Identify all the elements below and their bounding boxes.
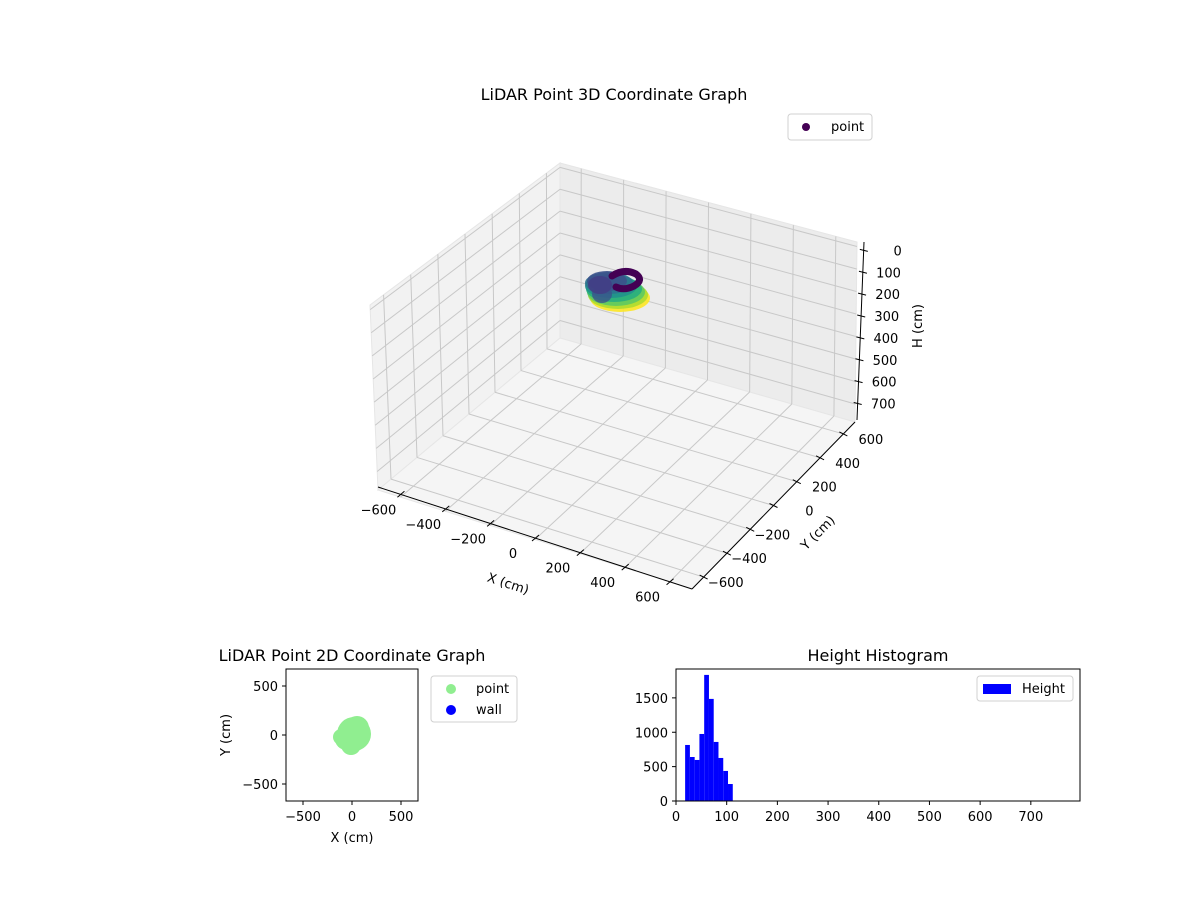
ticks-3d: −600 −400 −200 0 200 400 600 −600 −400 −200 0 200 40…: [361, 244, 902, 605]
z-tick-label-3d: 500: [873, 354, 898, 369]
y-tick-label-3d: −400: [731, 552, 767, 567]
histogram-bar: [723, 770, 729, 801]
ticks-histogram: 0 100 200 300 400 500 600 700 0 500 1000 1500: [635, 692, 1043, 825]
legend-height-swatch-icon: [983, 684, 1011, 694]
y-tick-label-3d: 400: [835, 457, 860, 472]
z-tick-label-3d: 700: [871, 398, 896, 413]
legend-height-label: Height: [1022, 682, 1065, 697]
legend-2d: point wall: [430, 675, 518, 723]
legend-wall-label: wall: [476, 703, 502, 718]
x-axis-label-2d: X (cm): [331, 831, 374, 846]
z-tick-label-3d: 0: [894, 244, 902, 259]
y-tick-label-hist: 0: [660, 795, 668, 810]
histogram-bar: [699, 733, 705, 801]
histogram-bar: [704, 674, 709, 801]
plot-2d-title: LiDAR Point 2D Coordinate Graph: [219, 646, 486, 665]
y-tick-label-2d: 500: [253, 680, 278, 695]
y-tick-label-3d: −600: [708, 576, 744, 591]
legend-point-marker-icon: [802, 123, 810, 131]
x-tick-label-hist: 700: [1018, 810, 1043, 825]
legend-point-label: point: [831, 120, 864, 135]
x-tick-label-3d: −600: [361, 503, 397, 518]
z-tick-label-3d: 200: [875, 288, 900, 303]
x-tick-label-hist: 0: [672, 810, 680, 825]
histogram-bar: [685, 744, 690, 801]
histogram-bar: [718, 757, 724, 801]
z-tick-label-3d: 100: [876, 266, 901, 281]
legend-3d: point: [787, 113, 873, 141]
y-tick-label-3d: 0: [805, 505, 813, 520]
x-tick-label-3d: 200: [545, 562, 570, 577]
x-tick-label-2d: 500: [389, 810, 414, 825]
histogram-bar: [694, 759, 700, 801]
x-tick-label-hist: 100: [714, 810, 739, 825]
x-tick-label-hist: 600: [968, 810, 993, 825]
z-axis-line: [856, 241, 865, 421]
x-tick-label-2d: 0: [348, 810, 356, 825]
histogram-bars: [685, 674, 733, 801]
x-tick-label-3d: −200: [450, 532, 486, 547]
x-tick-label-3d: 400: [590, 576, 615, 591]
blob-2d: [333, 716, 371, 755]
histogram-title: Height Histogram: [808, 646, 949, 665]
y-tick-label-3d: 200: [812, 481, 837, 496]
x-tick-label-3d: 0: [509, 547, 517, 562]
y-axis-label-3d: Y (cm): [797, 513, 838, 554]
x-tick-label-hist: 200: [765, 810, 790, 825]
z-axis-label-3d: H (cm): [911, 304, 926, 348]
x-tick-label-2d: −500: [285, 810, 321, 825]
y-tick-label-3d: −200: [754, 528, 790, 543]
x-tick-label-3d: 600: [635, 591, 660, 606]
x-axis-label-3d: X (cm): [485, 571, 531, 599]
legend-point-label: point: [476, 682, 509, 697]
grid-3d: [369, 166, 858, 583]
y-tick-label-3d: 600: [859, 433, 884, 448]
y-tick-label-2d: −500: [242, 778, 278, 793]
y-tick-label-hist: 1500: [635, 692, 668, 707]
histogram-bar: [713, 741, 719, 801]
y-tick-label-2d: 0: [270, 729, 278, 744]
legend-histogram: Height: [976, 675, 1074, 702]
x-tick-label-hist: 500: [917, 810, 942, 825]
plot-histogram: Height Histogram 0 100 200 300 400 500 600 7000…: [635, 646, 1081, 825]
y-tick-label-hist: 500: [643, 761, 668, 776]
z-tick-label-3d: 400: [873, 332, 898, 347]
histogram-bar: [728, 784, 733, 801]
y-tick-label-hist: 1000: [635, 726, 668, 741]
legend-point-marker-icon: [446, 684, 456, 694]
legend-wall-marker-icon: [446, 705, 456, 715]
plot-2d: LiDAR Point 2D Coordinate Graph −500 0 500…: [219, 646, 518, 846]
x-tick-label-hist: 400: [866, 810, 891, 825]
x-tick-label-hist: 300: [816, 810, 841, 825]
histogram-bar: [708, 698, 714, 801]
plot-3d-title: LiDAR Point 3D Coordinate Graph: [481, 85, 748, 104]
x-tick-label-3d: −400: [405, 518, 441, 533]
z-tick-label-3d: 600: [872, 376, 897, 391]
y-axis-label-2d: Y (cm): [219, 714, 234, 757]
histogram-bar: [689, 757, 695, 801]
point-cloud-3d: [585, 267, 650, 312]
plot-3d: LiDAR Point 3D Coordinate Graph −600 −400…: [361, 85, 926, 606]
ticks-2d: −500 0 500 500 0 −500: [242, 680, 413, 825]
z-tick-label-3d: 300: [874, 310, 899, 325]
